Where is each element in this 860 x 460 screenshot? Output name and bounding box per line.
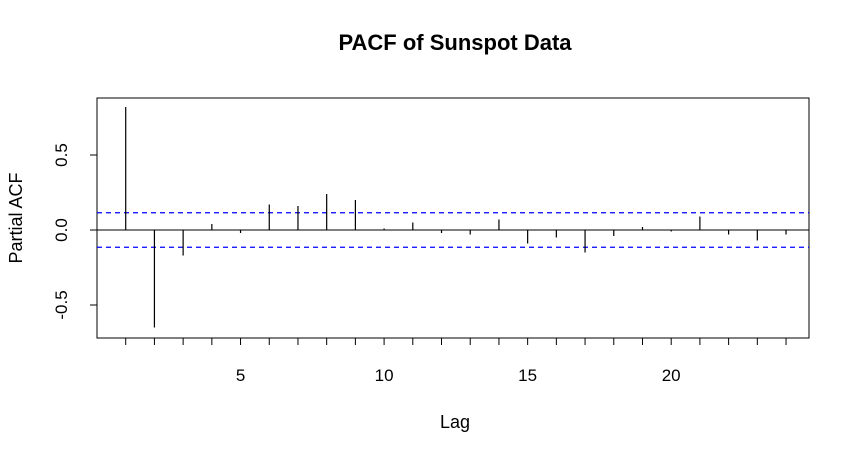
y-tick-label: -0.5 xyxy=(52,290,71,319)
y-axis-label: Partial ACF xyxy=(6,172,26,263)
y-tick-label: 0.5 xyxy=(52,143,71,167)
plot-area: 5 10 15 20 -0.5 0.0 0.5 xyxy=(52,97,810,385)
x-tick-label: 5 xyxy=(236,366,245,385)
x-tick-label: 15 xyxy=(518,366,537,385)
x-tick-label: 10 xyxy=(375,366,394,385)
y-tick-label: 0.0 xyxy=(52,218,71,242)
x-axis-label: Lag xyxy=(440,412,470,432)
x-tick-label: 20 xyxy=(662,366,681,385)
chart-title: PACF of Sunspot Data xyxy=(338,30,572,55)
plot-frame xyxy=(96,97,810,339)
